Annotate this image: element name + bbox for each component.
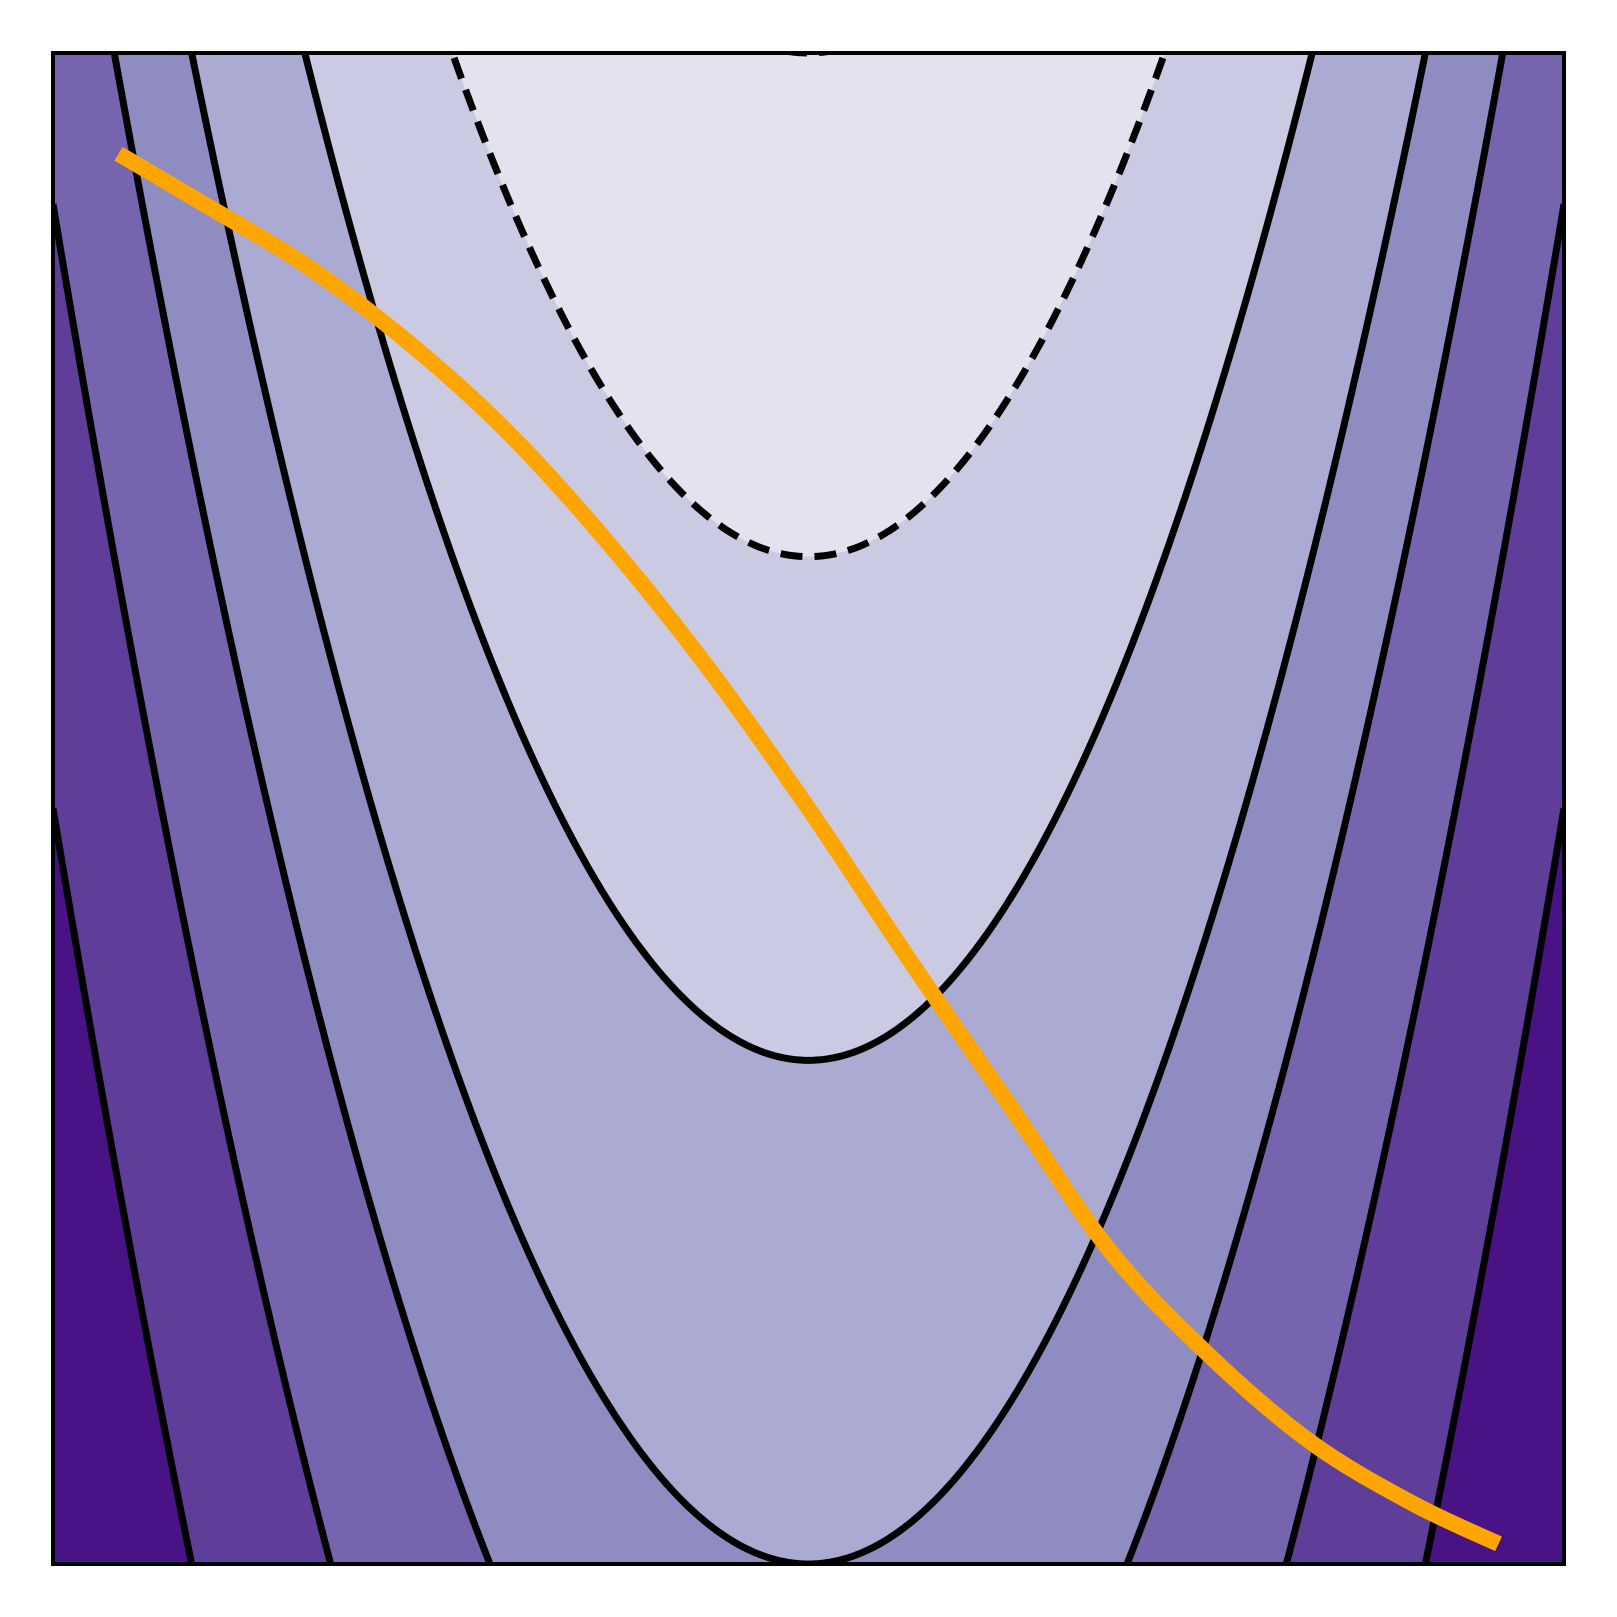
contour-line-level-3 <box>188 53 1429 1564</box>
plot-area <box>33 0 1584 1564</box>
contour-line-level-6 <box>778 53 839 57</box>
contour-lines <box>53 53 1564 1564</box>
trajectory-path <box>114 146 1502 1552</box>
contour-band-6 <box>452 53 1165 557</box>
plot-frame <box>51 51 1566 1566</box>
contour-line-level-1 <box>53 203 1564 1564</box>
contour-line-level-4 <box>301 53 1316 1064</box>
trajectory-line <box>114 146 1502 1552</box>
contour-line-level-2 <box>110 53 1507 1564</box>
contour-band-7 <box>33 0 1584 53</box>
